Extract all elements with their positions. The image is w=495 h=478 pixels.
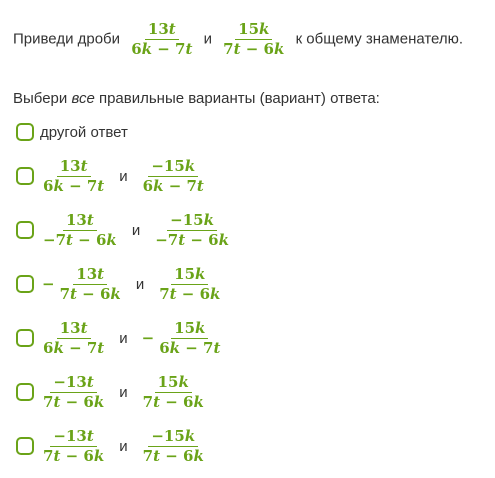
option-conjunction: и xyxy=(119,383,128,401)
option-checkbox[interactable] xyxy=(16,329,34,347)
fraction-a: 13t 6k − 7t xyxy=(40,319,107,358)
fraction-denominator: 7t − 6k xyxy=(43,446,105,465)
fraction-numerator: 13t xyxy=(73,265,108,285)
fraction-numerator: 13t xyxy=(56,319,91,339)
fraction-denominator: 6k − 7t xyxy=(131,40,193,58)
fraction-b: 15k 6k − 7t xyxy=(156,319,223,358)
fraction-numerator: 13t xyxy=(144,20,179,40)
option-checkbox[interactable] xyxy=(16,383,34,401)
fraction-denominator: 7t − 6k xyxy=(142,392,204,411)
option-conjunction: и xyxy=(131,221,141,239)
fraction-b: −15k 7t − 6k xyxy=(140,427,207,466)
fraction-denominator: 6k − 7t xyxy=(142,176,204,195)
option-fraction-pair: 13t 6k − 7t и −15k 6k − 7t xyxy=(40,157,207,196)
fraction-numerator: −15k xyxy=(148,427,199,447)
task-fraction-2: 15k 7t − 6k xyxy=(220,20,287,59)
fraction-numerator: −13t xyxy=(50,427,97,447)
option-label: другой ответ xyxy=(40,123,128,141)
answer-option-3[interactable]: − 13t 7t − 6k и 15k 7t − 6k xyxy=(16,260,486,308)
answer-option-1[interactable]: 13t 6k − 7t и −15k 6k − 7t xyxy=(16,152,486,200)
fraction-b: 15k 7t − 6k xyxy=(140,373,207,412)
fraction-numerator: 15k xyxy=(235,20,273,40)
option-fraction-pair: − 13t 7t − 6k и 15k 7t − 6k xyxy=(40,265,223,304)
fraction-a: 13t 7t − 6k xyxy=(57,265,124,304)
fraction-b: −15k −7t − 6k xyxy=(152,211,232,250)
option-conjunction: и xyxy=(119,329,128,347)
answer-option-4[interactable]: 13t 6k − 7t и − 15k 6k − 7t xyxy=(16,314,486,362)
fraction-numerator: −13t xyxy=(50,373,97,393)
fraction-a-sign: − xyxy=(42,275,55,293)
task-text-before: Приведи дроби xyxy=(13,30,121,48)
option-fraction-pair: −13t 7t − 6k и −15k 7t − 6k xyxy=(40,427,207,466)
answer-option-5[interactable]: −13t 7t − 6k и 15k 7t − 6k xyxy=(16,368,486,416)
option-checkbox[interactable] xyxy=(16,167,34,185)
fraction-numerator: −15k xyxy=(148,157,199,177)
fraction-denominator: 7t − 6k xyxy=(223,40,285,58)
fraction-numerator: 15k xyxy=(171,265,209,285)
option-checkbox[interactable] xyxy=(16,221,34,239)
option-fraction-pair: 13t 6k − 7t и − 15k 6k − 7t xyxy=(40,319,223,358)
fraction-a: −13t 7t − 6k xyxy=(40,373,107,412)
fraction-denominator: −7t − 6k xyxy=(43,230,117,249)
fraction-b: −15k 6k − 7t xyxy=(140,157,207,196)
task-fraction-1: 13t 6k − 7t xyxy=(128,20,195,59)
option-conjunction: и xyxy=(119,167,128,185)
fraction-denominator: 7t − 6k xyxy=(159,284,221,303)
answer-option-2[interactable]: 13t −7t − 6k и −15k −7t − 6k xyxy=(16,206,486,254)
fraction-numerator: 15k xyxy=(171,319,209,339)
fraction-denominator: −7t − 6k xyxy=(155,230,230,249)
fraction-a: 13t −7t − 6k xyxy=(40,211,120,250)
fraction-numerator: 13t xyxy=(63,211,97,231)
fraction-denominator: 6k − 7t xyxy=(43,338,105,357)
task-statement: Приведи дроби 13t 6k − 7t и 15k 7t − 6k … xyxy=(13,20,463,59)
fraction-denominator: 7t − 6k xyxy=(142,446,204,465)
fraction-numerator: 13t xyxy=(56,157,91,177)
task-conjunction: и xyxy=(203,30,212,48)
fraction-denominator: 6k − 7t xyxy=(43,176,105,195)
option-conjunction: и xyxy=(119,437,128,455)
fraction-a: 13t 6k − 7t xyxy=(40,157,107,196)
option-checkbox[interactable] xyxy=(16,437,34,455)
instruction-part1: Выбери xyxy=(13,90,72,107)
instruction-emphasis: все xyxy=(71,90,95,107)
fraction-b-sign: − xyxy=(141,329,155,347)
option-checkbox[interactable] xyxy=(16,275,34,293)
fraction-b: 15k 7t − 6k xyxy=(156,265,223,304)
fraction-numerator: −15k xyxy=(167,211,218,231)
fraction-denominator: 7t − 6k xyxy=(43,392,105,411)
fraction-denominator: 7t − 6k xyxy=(59,284,121,303)
option-fraction-pair: −13t 7t − 6k и 15k 7t − 6k xyxy=(40,373,207,412)
option-checkbox[interactable] xyxy=(16,123,34,141)
option-conjunction: и xyxy=(135,275,145,293)
fraction-denominator: 6k − 7t xyxy=(159,338,221,357)
instruction-text: Выбери все правильные варианты (вариант)… xyxy=(13,89,380,109)
instruction-part2: правильные варианты (вариант) ответа: xyxy=(94,90,380,107)
fraction-numerator: 15k xyxy=(154,373,192,393)
fraction-a: −13t 7t − 6k xyxy=(40,427,107,466)
task-text-after: к общему знаменателю. xyxy=(295,30,464,48)
answer-option-other[interactable]: другой ответ xyxy=(16,122,486,142)
option-fraction-pair: 13t −7t − 6k и −15k −7t − 6k xyxy=(40,211,232,250)
answer-option-6[interactable]: −13t 7t − 6k и −15k 7t − 6k xyxy=(16,422,486,470)
